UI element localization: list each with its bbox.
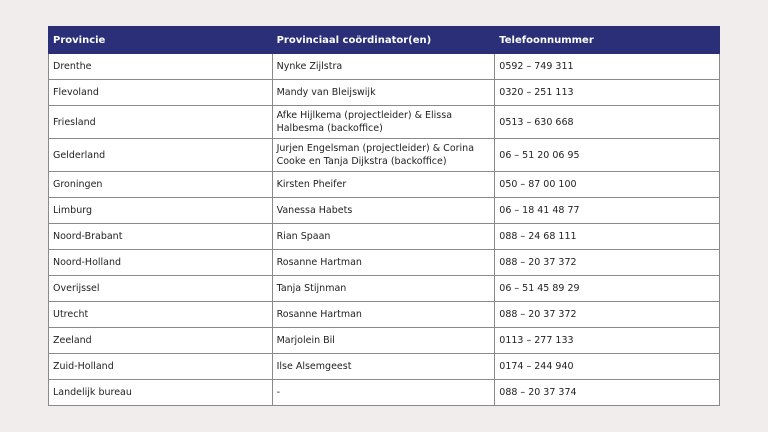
coordinator-cell: Afke Hijlkema (projectleider) & Elissa H… <box>271 105 496 139</box>
province-cell: Noord-Brabant <box>48 223 273 250</box>
province-cell: Drenthe <box>48 53 273 80</box>
contacts-table: Provincie Provinciaal coördinator(en) Te… <box>48 26 720 406</box>
coordinator-cell: Ilse Alsemgeest <box>271 353 496 380</box>
province-cell: Limburg <box>48 197 273 224</box>
phone-cell: 06 – 51 20 06 95 <box>494 138 720 172</box>
table-row: Noord-Holland Rosanne Hartman 088 – 20 37 … <box>48 249 720 276</box>
coordinator-cell: Vanessa Habets <box>271 197 496 224</box>
coordinator-cell: Rian Spaan <box>271 223 496 250</box>
province-cell: Flevoland <box>48 79 273 106</box>
coordinator-cell: Jurjen Engelsman (projectleider) & Corin… <box>271 138 496 172</box>
table-row: Noord-Brabant Rian Spaan 088 – 24 68 111 <box>48 223 720 250</box>
province-cell: Friesland <box>48 105 273 139</box>
coordinator-cell: Kirsten Pheifer <box>271 171 496 198</box>
province-cell: Zuid-Holland <box>48 353 273 380</box>
phone-cell: 088 – 20 37 372 <box>494 249 720 276</box>
coordinator-cell: Rosanne Hartman <box>271 249 496 276</box>
phone-cell: 0320 – 251 113 <box>494 79 720 106</box>
table-row: Drenthe Nynke Zijlstra 0592 – 749 311 <box>48 53 720 80</box>
header-provincie: Provincie <box>48 26 273 54</box>
province-cell: Noord-Holland <box>48 249 273 276</box>
table-row: Flevoland Mandy van Bleijswijk 0320 – 251 … <box>48 79 720 106</box>
coordinator-cell: Marjolein Bil <box>271 327 496 354</box>
coordinator-cell: Rosanne Hartman <box>271 301 496 328</box>
province-cell: Gelderland <box>48 138 273 172</box>
phone-cell: 0513 – 630 668 <box>494 105 720 139</box>
province-cell: Overijssel <box>48 275 273 302</box>
phone-cell: 088 – 20 37 372 <box>494 301 720 328</box>
province-cell: Utrecht <box>48 301 273 328</box>
table-row: Zuid-Holland Ilse Alsemgeest 0174 – 244 94… <box>48 353 720 380</box>
table-row: Landelijk bureau -088 – 20 37 374 <box>48 379 720 406</box>
table-row: Friesland Afke Hijlkema (projectleider) &… <box>48 105 720 139</box>
table-row: Utrecht Rosanne Hartman 088 – 20 37 372 <box>48 301 720 328</box>
table-row: Zeeland Marjolein Bil 0113 – 277 133 <box>48 327 720 354</box>
coordinator-cell: Tanja Stijnman <box>271 275 496 302</box>
table-row: Groningen Kirsten Pheifer 050 – 87 00 100 <box>48 171 720 198</box>
phone-cell: 050 – 87 00 100 <box>494 171 720 198</box>
header-telefoon: Telefoonnummer <box>494 26 720 54</box>
phone-cell: 0113 – 277 133 <box>494 327 720 354</box>
table-row: Overijssel Tanja Stijnman 06 – 51 45 89 29 <box>48 275 720 302</box>
province-cell: Landelijk bureau <box>48 379 273 406</box>
coordinator-cell: Mandy van Bleijswijk <box>271 79 496 106</box>
phone-cell: 088 – 20 37 374 <box>494 379 720 406</box>
province-cell: Groningen <box>48 171 273 198</box>
phone-cell: 06 – 18 41 48 77 <box>494 197 720 224</box>
phone-cell: 088 – 24 68 111 <box>494 223 720 250</box>
coordinator-cell: Nynke Zijlstra <box>271 53 496 80</box>
table-row: Gelderland Jurjen Engelsman (projectleide… <box>48 138 720 172</box>
table-row: Limburg Vanessa Habets 06 – 18 41 48 77 <box>48 197 720 224</box>
header-coordinator: Provinciaal coördinator(en) <box>271 26 496 54</box>
coordinator-cell: - <box>271 379 496 406</box>
province-cell: Zeeland <box>48 327 273 354</box>
phone-cell: 06 – 51 45 89 29 <box>494 275 720 302</box>
phone-cell: 0592 – 749 311 <box>494 53 720 80</box>
phone-cell: 0174 – 244 940 <box>494 353 720 380</box>
table-header-row: Provincie Provinciaal coördinator(en) Te… <box>48 26 720 54</box>
